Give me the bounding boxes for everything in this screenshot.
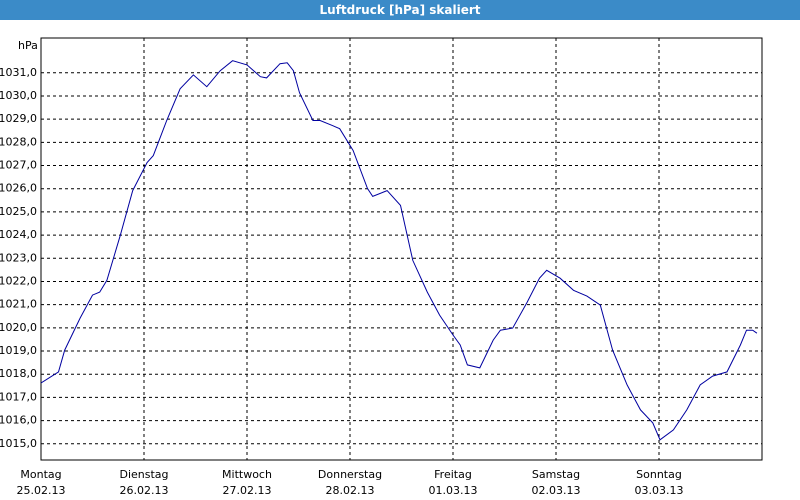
- x-tick-label: Dienstag: [119, 468, 168, 481]
- y-tick-label: 1021,0: [0, 298, 37, 311]
- y-tick-label: 1028,0: [0, 135, 37, 148]
- x-tick-date: 28.02.13: [326, 484, 375, 497]
- x-tick-label: Montag: [20, 468, 61, 481]
- y-tick-label: 1022,0: [0, 274, 37, 287]
- title-bar: Luftdruck [hPa] skaliert: [0, 0, 800, 20]
- y-tick-label: 1018,0: [0, 367, 37, 380]
- y-tick-label: 1031,0: [0, 66, 37, 79]
- y-tick-label: 1025,0: [0, 205, 37, 218]
- pressure-line: [40, 60, 758, 441]
- y-tick-label: 1016,0: [0, 414, 37, 427]
- y-tick-label: 1020,0: [0, 321, 37, 334]
- x-tick-label: Sonntag: [636, 468, 682, 481]
- chart: hPa 1015,0 1016,0 1017,0 1018,0 1019,0 1020,0…: [0, 37, 763, 497]
- x-tick-label: Samstag: [532, 468, 580, 481]
- x-tick-label: Donnerstag: [318, 468, 382, 481]
- x-tick-date: 01.03.13: [429, 484, 478, 497]
- x-tick-label: Mittwoch: [222, 468, 272, 481]
- y-tick-label: 1030,0: [0, 89, 37, 102]
- y-tick-label: 1026,0: [0, 182, 37, 195]
- y-tick-label: 1023,0: [0, 251, 37, 264]
- x-tick-date: 03.03.13: [635, 484, 684, 497]
- x-tick-date: 02.03.13: [532, 484, 581, 497]
- y-tick-label: 1019,0: [0, 344, 37, 357]
- y-tick-label: 1017,0: [0, 390, 37, 403]
- y-axis-label: hPa: [18, 39, 38, 52]
- y-tick-label: 1027,0: [0, 159, 37, 172]
- plot-frame: [40, 37, 763, 461]
- y-tick-label: 1029,0: [0, 112, 37, 125]
- y-tick-label: 1015,0: [0, 437, 37, 450]
- x-tick-date: 25.02.13: [17, 484, 66, 497]
- y-tick-label: 1024,0: [0, 228, 37, 241]
- x-tick-label: Freitag: [434, 468, 472, 481]
- x-tick-date: 26.02.13: [120, 484, 169, 497]
- x-tick-date: 27.02.13: [223, 484, 272, 497]
